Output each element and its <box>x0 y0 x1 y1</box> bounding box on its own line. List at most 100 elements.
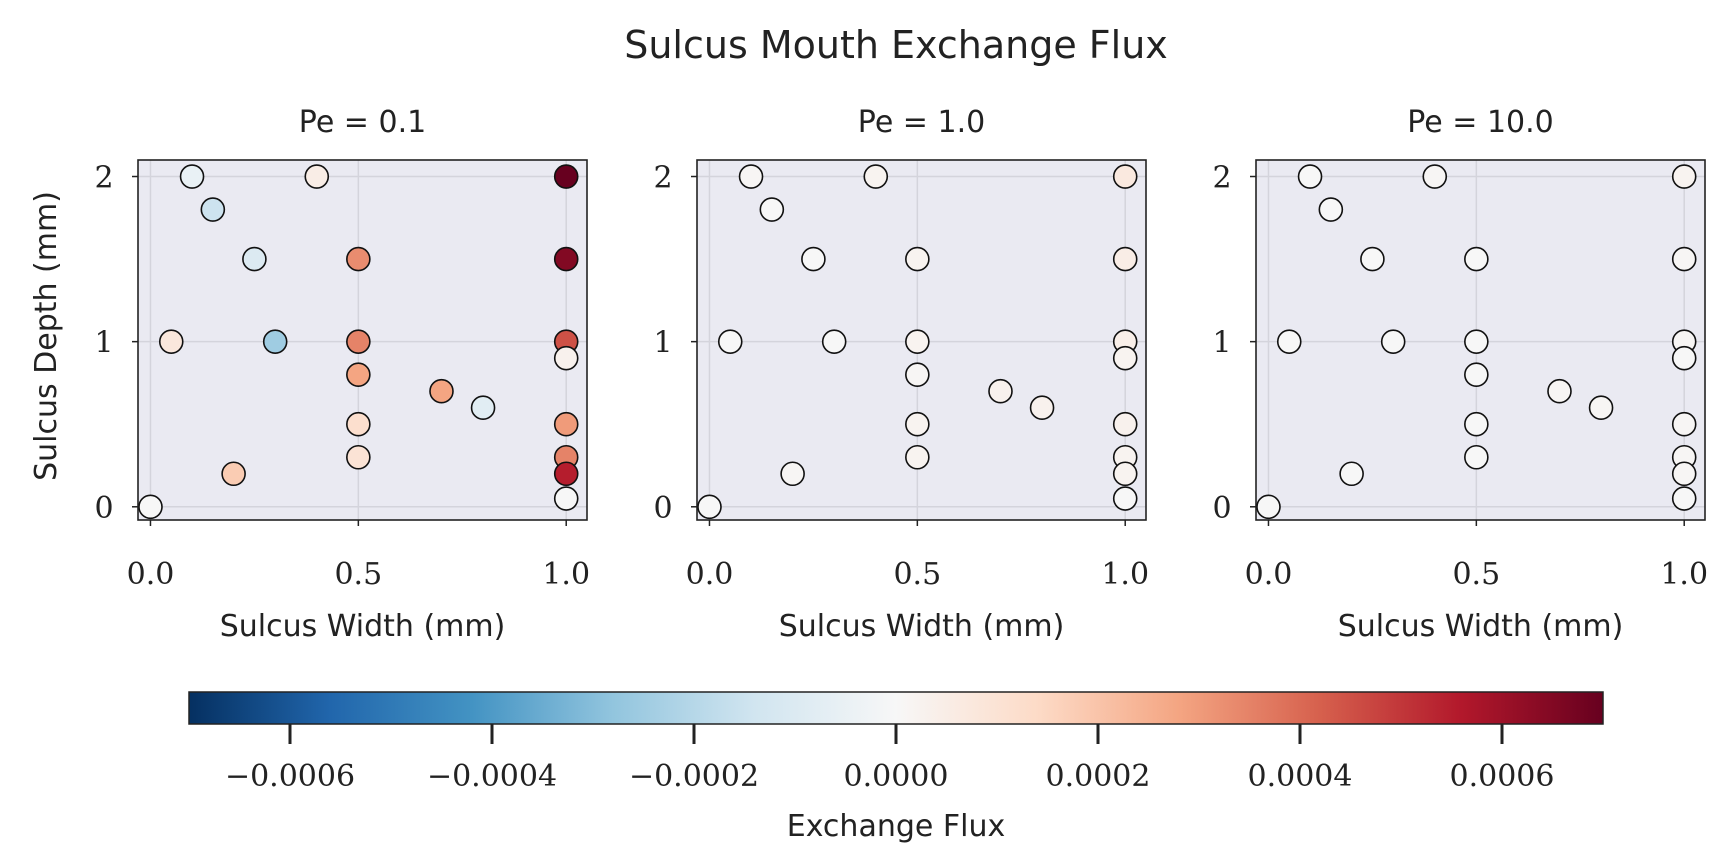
plot-frame <box>1255 159 1706 521</box>
data-point <box>1464 246 1489 272</box>
y-tick-label: 2 <box>653 161 672 196</box>
x-tick-label: 0.5 <box>334 557 382 592</box>
data-point <box>1297 164 1323 189</box>
x-tick-label: 1.0 <box>1660 557 1708 592</box>
x-tick-label: 0.0 <box>1245 557 1293 592</box>
x-tick-label: 0.5 <box>1452 557 1500 592</box>
data-point <box>1029 395 1055 421</box>
data-point <box>553 345 579 371</box>
colorbar-gradient <box>188 691 1604 725</box>
data-point <box>1256 494 1281 520</box>
y-axis-label: Sulcus Depth (mm) <box>29 191 64 481</box>
colorbar-tick-label: 0.0000 <box>844 759 949 794</box>
data-point <box>179 164 205 189</box>
data-point <box>905 329 930 354</box>
data-point <box>1112 461 1138 487</box>
data-point <box>346 411 371 437</box>
data-point <box>242 246 267 272</box>
data-point <box>1588 395 1614 421</box>
data-point <box>221 461 246 487</box>
data-point <box>1380 329 1406 354</box>
data-point <box>1360 246 1385 272</box>
data-point <box>1422 164 1448 189</box>
data-point <box>1276 329 1302 354</box>
panel-title: Pe = 10.0 <box>1407 105 1553 140</box>
x-tick-label: 1.0 <box>542 557 590 592</box>
y-tick-label: 0 <box>653 491 672 526</box>
plot-frame <box>696 159 1147 521</box>
data-point <box>304 164 330 189</box>
data-point <box>346 362 371 387</box>
data-point <box>863 164 889 189</box>
y-tick-label: 0 <box>94 491 113 526</box>
colorbar-ticks: −0.0006 −0.0004 −0.0002 0.0000 0.0002 0.0004 0… <box>225 724 1555 794</box>
data-point <box>1464 329 1489 354</box>
colorbar-label: Exchange Flux <box>787 809 1005 844</box>
y-tick-label: 2 <box>94 161 113 196</box>
data-point <box>905 362 930 387</box>
data-point <box>1671 164 1697 189</box>
data-point <box>158 329 184 354</box>
data-point <box>1671 411 1697 437</box>
y-tick-label: 1 <box>1212 326 1231 361</box>
y-tick-label: 2 <box>1212 161 1231 196</box>
data-point <box>697 494 722 520</box>
x-tick-label: 0.0 <box>127 557 175 592</box>
data-point <box>553 164 579 189</box>
data-point <box>1671 246 1697 272</box>
data-point <box>1671 461 1697 487</box>
data-point <box>346 246 371 272</box>
colorbar-tick-label: −0.0006 <box>225 759 355 794</box>
x-axis-label: Sulcus Width (mm) <box>220 609 506 644</box>
data-point <box>738 164 764 189</box>
data-point <box>346 444 371 470</box>
panel-3: Pe = 10.0 0.0 0.5 1.0 0 1 2 Sulcus Width (mm) <box>1212 105 1708 644</box>
data-point <box>1671 345 1697 371</box>
data-point <box>470 395 496 421</box>
chart-title: Sulcus Mouth Exchange Flux <box>624 23 1168 67</box>
y-tick-label: 0 <box>1212 491 1231 526</box>
colorbar-tick-label: −0.0004 <box>427 759 557 794</box>
colorbar-tick-label: 0.0006 <box>1450 759 1555 794</box>
data-point <box>1547 378 1572 404</box>
data-point <box>200 197 226 222</box>
x-axis-label: Sulcus Width (mm) <box>779 609 1065 644</box>
data-point <box>801 246 826 272</box>
plot-frame <box>137 159 588 521</box>
data-point <box>1112 486 1138 511</box>
data-point <box>262 329 288 354</box>
data-point <box>1112 246 1138 272</box>
data-point <box>717 329 743 354</box>
data-point <box>1112 345 1138 371</box>
colorbar: −0.0006 −0.0004 −0.0002 0.0000 0.0002 0.0004 0… <box>188 691 1604 844</box>
x-axis-label: Sulcus Width (mm) <box>1338 609 1624 644</box>
data-point <box>553 411 579 437</box>
data-point <box>1464 362 1489 387</box>
data-point <box>1112 164 1138 189</box>
y-tick-label: 1 <box>94 326 113 361</box>
data-point <box>1112 411 1138 437</box>
data-point <box>1671 486 1697 511</box>
x-tick-label: 1.0 <box>1101 557 1149 592</box>
data-point <box>346 329 371 354</box>
data-point <box>988 378 1013 404</box>
data-point <box>1339 461 1364 487</box>
panel-title: Pe = 1.0 <box>858 105 985 140</box>
data-point <box>138 494 163 520</box>
x-tick-label: 0.0 <box>686 557 734 592</box>
data-point <box>905 411 930 437</box>
data-point <box>553 486 579 511</box>
data-point <box>1318 197 1344 222</box>
data-point <box>429 378 454 404</box>
data-point <box>553 246 579 272</box>
data-point <box>780 461 805 487</box>
x-tick-label: 0.5 <box>893 557 941 592</box>
panel-1: Pe = 0.1 0.0 0.5 1.0 0 1 2 Sulcus Width (mm) <box>94 105 590 644</box>
data-point <box>905 246 930 272</box>
panel-title: Pe = 0.1 <box>299 105 426 140</box>
data-point <box>905 444 930 470</box>
colorbar-tick-label: −0.0002 <box>629 759 759 794</box>
data-point <box>1464 411 1489 437</box>
